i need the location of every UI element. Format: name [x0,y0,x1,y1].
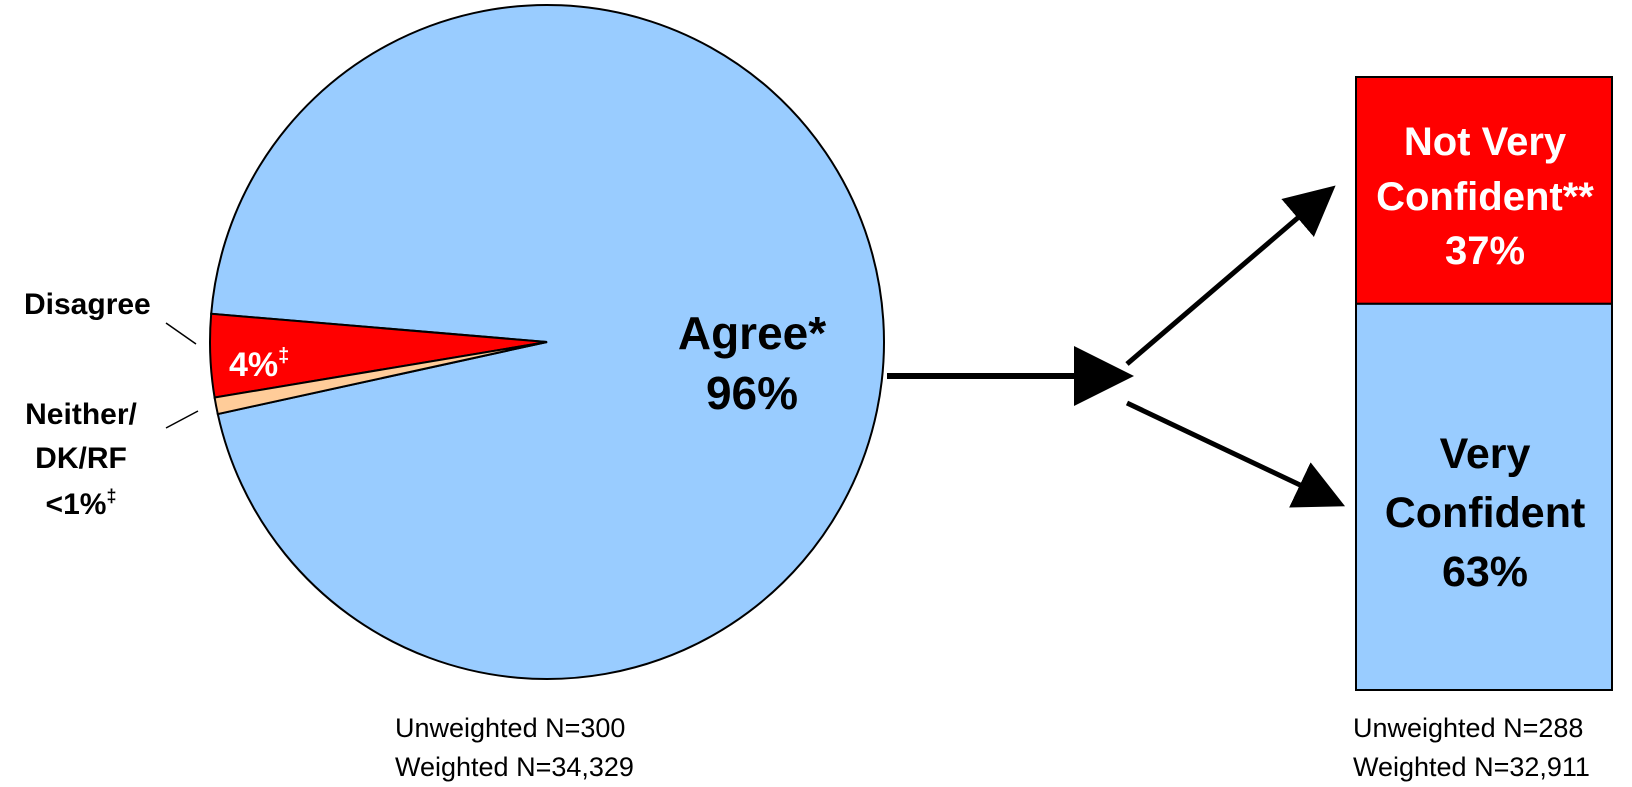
bar-note-unweighted: Unweighted N=288 [1353,713,1583,743]
bar-value-very-confident: 63% [1442,548,1528,596]
pie-value-agree: 96% [706,367,798,419]
pie-label-agree: Agree* [678,307,826,359]
bar-segment-not-very-confident [1355,76,1613,305]
pie-chart [208,4,885,680]
bar-label-very-confident-line2: Confident [1385,489,1586,537]
pie-label-neither-line1: Neither/ [25,398,137,431]
stacked-bar [1355,76,1613,691]
arrow-down [1125,400,1346,508]
bar-label-not-very-confident-line2: Confident** [1376,175,1594,219]
leader-line-disagree [165,322,197,345]
pie-note-unweighted: Unweighted N=300 [395,713,625,743]
bar-label-very-confident-line1: Very [1440,430,1531,478]
bar-note-weighted: Weighted N=32,911 [1353,752,1590,782]
pie-label-disagree: Disagree [24,288,151,321]
leader-line-neither [165,410,199,429]
pie-slice-agree [210,4,885,680]
arrow-up [1125,185,1336,366]
bar-value-not-very-confident: 37% [1445,229,1525,273]
pie-slice-neither [213,341,548,416]
pie-value-disagree: 4%‡ [229,345,289,384]
pie-value-neither: <1%‡ [46,486,117,521]
pie-label-neither-line2: DK/RF [35,442,127,475]
bar-label-not-very-confident-line1: Not Very [1404,120,1567,164]
bar-segment-very-confident [1355,302,1613,691]
pie-note-weighted: Weighted N=34,329 [395,752,634,782]
